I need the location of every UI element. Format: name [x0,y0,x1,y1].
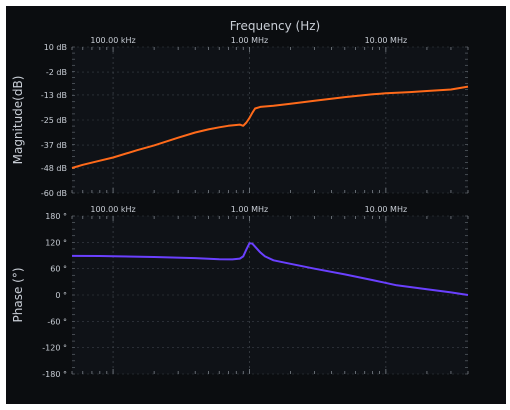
magnitude-y-tick-label: -25 dB [41,116,67,125]
phase-y-axis-title: Phase (°) [11,267,25,322]
phase-series-line [71,242,469,296]
phase-x-tick-label: 1.00 MHz [231,205,268,214]
chart-title: Frequency (Hz) [230,19,321,33]
phase-x-tick-label: 100.00 kHz [90,205,135,214]
bode-chart: 10 dB -2 dB -13 dB -25 dB -37 dB -48 dB -60 dB… [11,19,469,379]
phase-y-tick-label: -180 ° [42,370,67,379]
phase-y-tick-label: 0 ° [55,291,67,300]
phase-y-tick-label: 180 ° [45,212,67,221]
phase-x-tick-label: 10.00 MHz [365,205,408,214]
magnitude-y-tick-label: -48 dB [41,164,67,173]
magnitude-y-tick-label: -13 dB [41,91,67,100]
magnitude-y-tick-label: -2 dB [46,68,67,77]
magnitude-y-tick-label: 10 dB [44,43,67,52]
plot-panel: 10 dB -2 dB -13 dB -25 dB -37 dB -48 dB -60 dB… [6,6,506,404]
phase-y-tick-label: -120 ° [42,344,67,353]
phase-y-tick-label: 60 ° [50,265,67,274]
magnitude-y-axis-title: Magnitude(dB) [11,76,25,165]
magnitude-y-tick-label: -60 dB [41,189,67,198]
magnitude-x-tick-label: 100.00 kHz [90,36,135,45]
magnitude-x-tick-label: 10.00 MHz [365,36,408,45]
magnitude-series-line [71,85,469,169]
magnitude-y-tick-label: -37 dB [41,141,67,150]
phase-y-tick-label: -60 ° [47,317,67,326]
magnitude-x-tick-label: 1.00 MHz [231,36,268,45]
phase-y-tick-label: 120 ° [45,238,67,247]
